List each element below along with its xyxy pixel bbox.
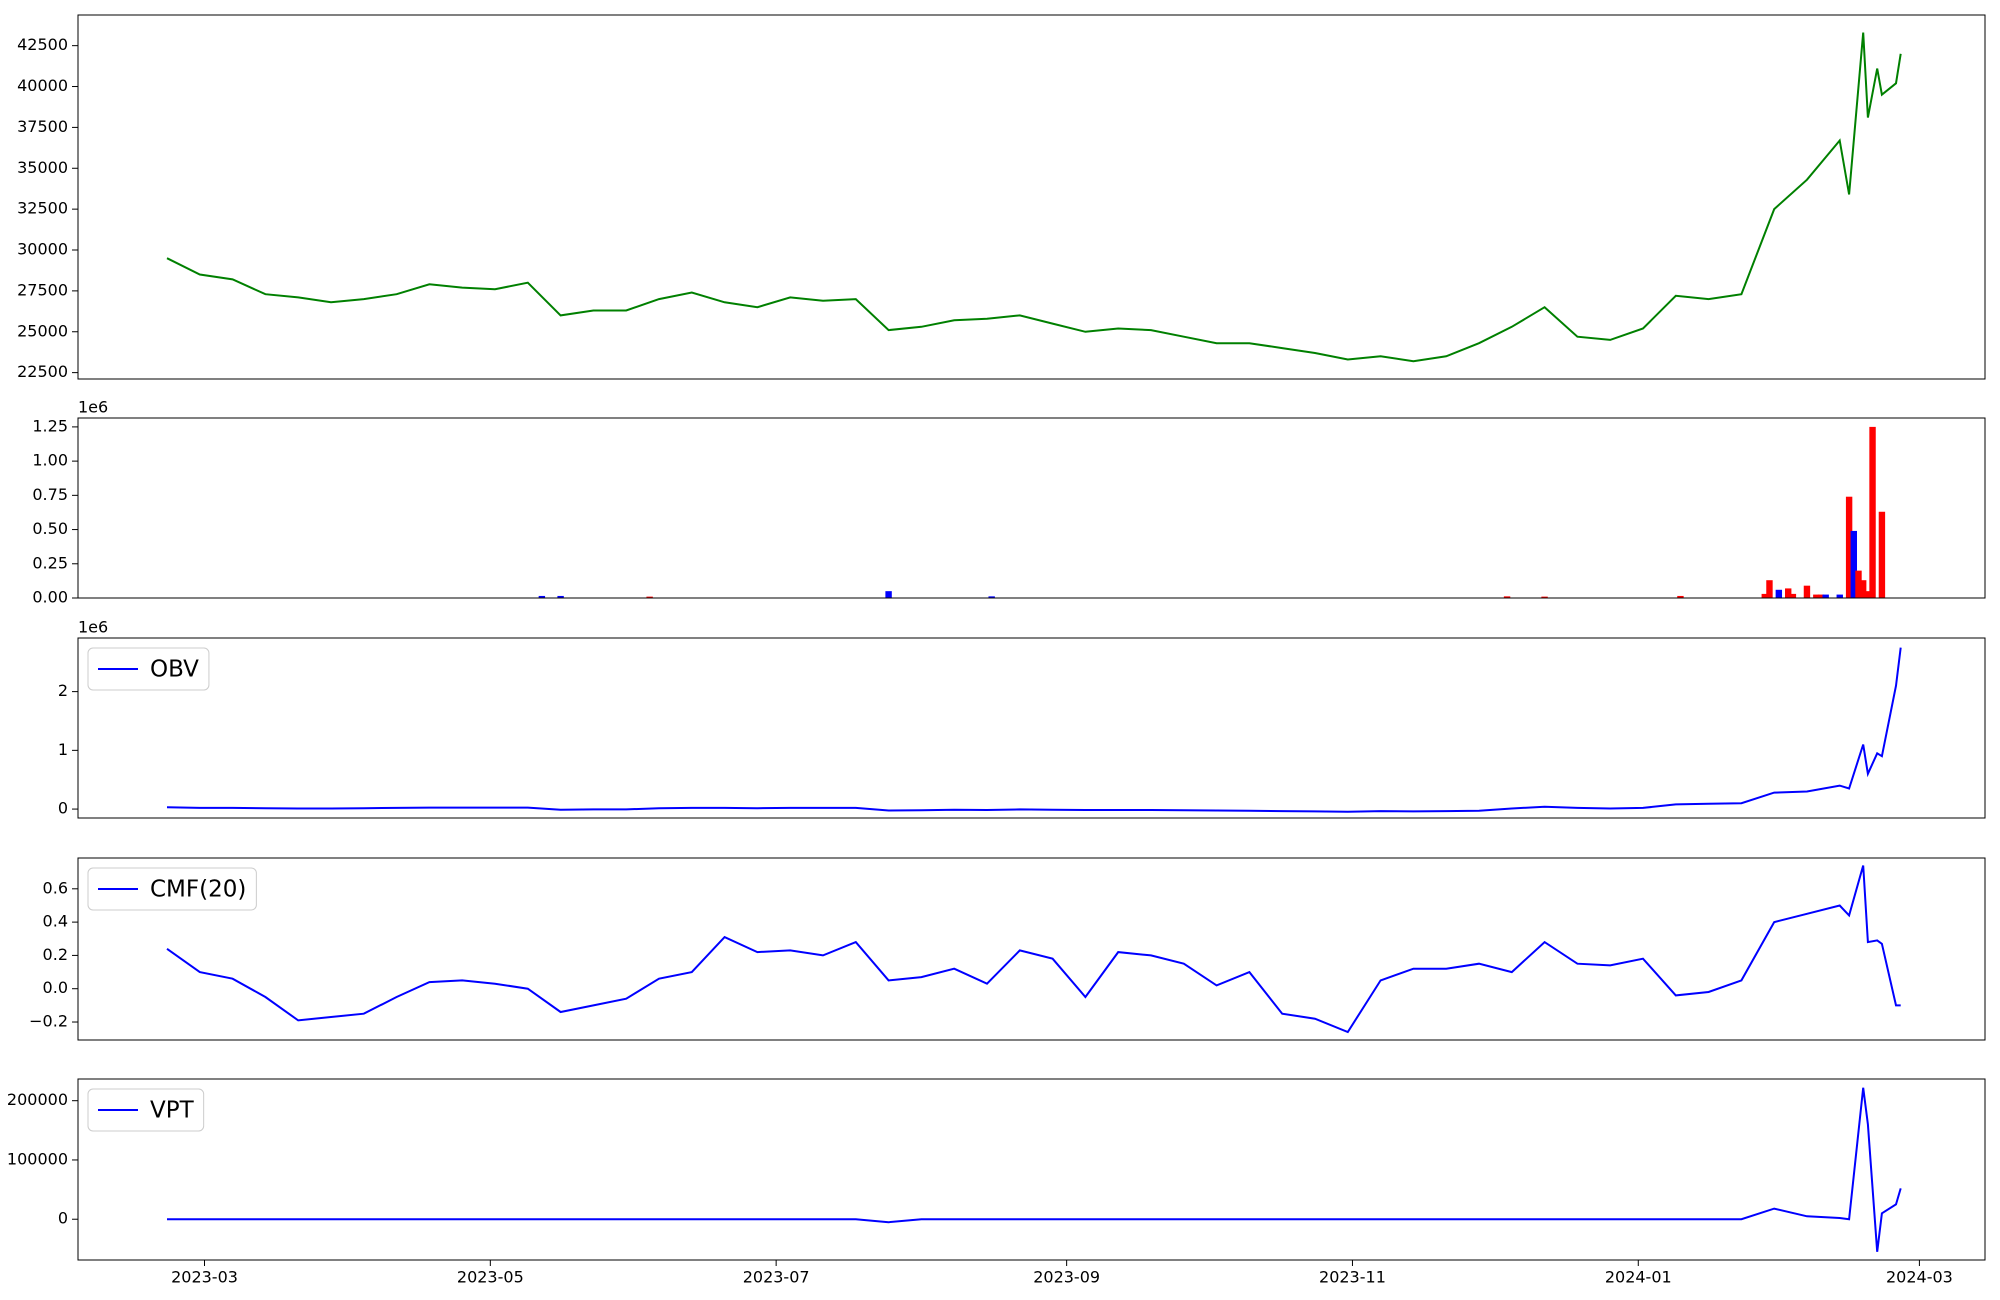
x-tick-label: 2024-03 [1886, 1268, 1953, 1287]
x-tick-label: 2023-05 [457, 1268, 524, 1287]
legend-box [87, 1088, 205, 1132]
y-tick-label: 40000 [17, 76, 68, 95]
bar [1766, 580, 1773, 598]
y-tick-label: 1.00 [32, 451, 68, 470]
line-series [166, 865, 1901, 1034]
plot-frame [77, 637, 1986, 819]
bar [1869, 426, 1876, 598]
y-tick-label: 35000 [17, 158, 68, 177]
bar [1803, 585, 1811, 598]
bar [1864, 591, 1872, 598]
legend-label: CMF(20) [150, 877, 246, 903]
bar [1855, 570, 1862, 598]
bar [1677, 595, 1684, 598]
y-tick-label: 1 [58, 740, 68, 759]
y-tick-label: 42500 [17, 35, 68, 54]
bar [1789, 593, 1797, 598]
y-tick-label: 30000 [17, 240, 68, 259]
line-series [167, 1087, 1902, 1252]
bar [1878, 511, 1886, 598]
bar [1850, 530, 1858, 598]
y-tick-label: 0.4 [43, 912, 68, 931]
bar [885, 591, 892, 598]
legend-box [87, 647, 210, 691]
y-tick-label: 2 [58, 681, 68, 700]
y-tick-label: 0.00 [32, 588, 68, 607]
bar [1503, 596, 1511, 598]
bar [1822, 594, 1829, 598]
x-tick-label: 2023-03 [171, 1268, 238, 1287]
bar [988, 596, 995, 598]
y-tick-label: 0.2 [43, 945, 68, 964]
line-series [166, 32, 1902, 363]
bar [1817, 594, 1825, 598]
y-tick-label: 0.6 [43, 878, 68, 897]
y-tick-label: 25000 [17, 321, 68, 340]
plot-frame [77, 14, 1986, 380]
bar [1541, 596, 1548, 598]
y-tick-label: −0.2 [29, 1012, 68, 1031]
x-tick-label: 2024-01 [1605, 1268, 1672, 1287]
y-tick-label: 0 [58, 799, 68, 818]
x-tick-label: 2023-09 [1033, 1268, 1100, 1287]
bar [557, 595, 564, 598]
plot-frame [77, 857, 1986, 1041]
y-tick-label: 32500 [17, 199, 68, 218]
bar [538, 595, 546, 598]
y-tick-label: 0.75 [32, 485, 68, 504]
offset-label: 1e6 [78, 618, 108, 637]
y-tick-label: 27500 [17, 280, 68, 299]
y-tick-label: 0.0 [43, 978, 68, 997]
y-tick-label: 0.25 [32, 553, 68, 572]
bar [1813, 594, 1820, 598]
offset-label: 1e6 [78, 398, 108, 417]
y-tick-label: 22500 [17, 362, 68, 381]
line-series [166, 647, 1902, 813]
y-tick-label: 200000 [7, 1090, 68, 1109]
bar [1845, 496, 1853, 598]
plot-frame [77, 1078, 1986, 1261]
bar [1859, 580, 1867, 598]
legend-box [87, 867, 257, 911]
bar [646, 596, 653, 598]
legend-label: VPT [150, 1098, 195, 1124]
y-tick-label: 1.25 [32, 416, 68, 435]
y-tick-label: 0.50 [32, 519, 68, 538]
bar [1785, 588, 1792, 598]
plot-frame [77, 417, 1986, 599]
legend-label: OBV [150, 657, 199, 683]
x-tick-label: 2023-11 [1319, 1268, 1386, 1287]
bar [1761, 593, 1768, 598]
bar [1775, 589, 1783, 598]
x-tick-label: 2023-07 [743, 1268, 810, 1287]
y-tick-label: 100000 [7, 1149, 68, 1168]
y-tick-label: 37500 [17, 117, 68, 136]
y-tick-label: 0 [58, 1209, 68, 1228]
bar [1836, 594, 1843, 598]
